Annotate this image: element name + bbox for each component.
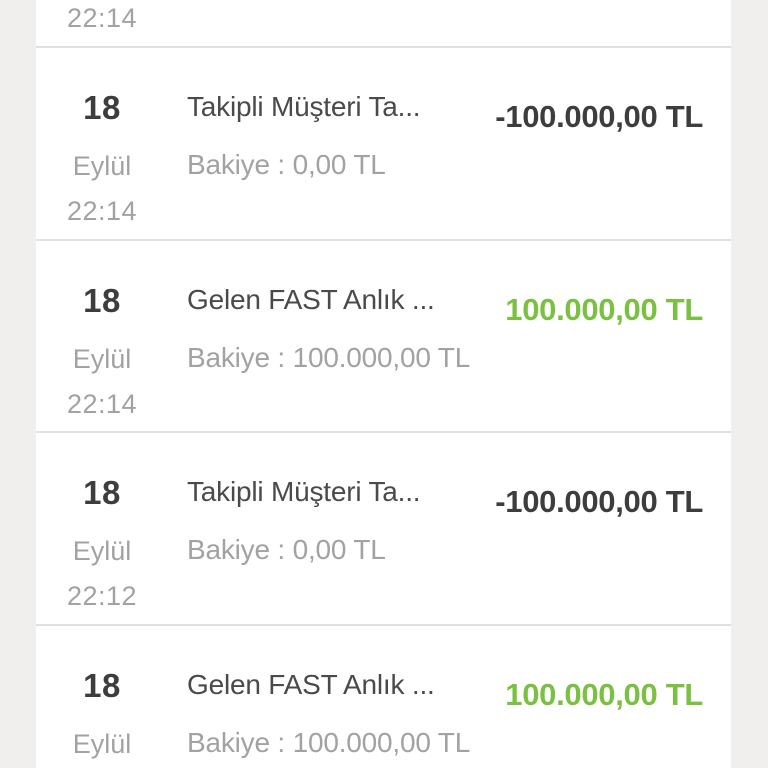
transaction-day: 18	[83, 474, 121, 512]
transaction-description: Takipli Müşteri Ta...	[187, 476, 421, 508]
transaction-row[interactable]: 22:14	[36, 0, 731, 48]
transaction-row[interactable]: 18 Eylül 22:14 Takipli Müşteri Ta... -10…	[36, 48, 731, 241]
transaction-description: Gelen FAST Anlık ...	[187, 283, 435, 315]
transaction-balance: Bakiye : 100.000,00 TL	[187, 727, 471, 759]
transaction-row[interactable]: 18 Eylül 22:12 Takipli Müşteri Ta... -10…	[36, 433, 731, 627]
transaction-time: 22:14	[66, 388, 138, 419]
transaction-month: Eylül	[72, 536, 132, 567]
transaction-time: 22:12	[66, 581, 138, 612]
transaction-month: Eylül	[72, 151, 132, 181]
transaction-list: 22:14 18 Eylül 22:14 Takipli Müşteri Ta.…	[36, 0, 731, 768]
transaction-balance: Bakiye : 100.000,00 TL	[187, 341, 471, 373]
transaction-amount: -100.000,00 TL	[495, 99, 703, 134]
transaction-row[interactable]: 18 Eylül 22:14 Gelen FAST Anlık ... 100.…	[36, 240, 731, 434]
transaction-month: Eylül	[72, 343, 132, 374]
transaction-time: 22:14	[66, 3, 138, 34]
transaction-description: Takipli Müşteri Ta...	[187, 91, 421, 122]
transaction-description: Gelen FAST Anlık ...	[187, 669, 435, 701]
transaction-balance: Bakiye : 0,00 TL	[187, 534, 386, 566]
transaction-row[interactable]: 18 Eylül Gelen FAST Anlık ... 100.000,00…	[36, 626, 731, 768]
transaction-month: Eylül	[72, 729, 132, 760]
transaction-amount: -100.000,00 TL	[495, 484, 703, 520]
transaction-time: 22:14	[66, 196, 138, 226]
transaction-amount: 100.000,00 TL	[505, 291, 703, 327]
transaction-balance: Bakiye : 0,00 TL	[187, 149, 386, 180]
transaction-day: 18	[83, 667, 121, 705]
transaction-day: 18	[83, 89, 121, 126]
transaction-day: 18	[83, 281, 121, 319]
transaction-amount: 100.000,00 TL	[505, 677, 703, 713]
